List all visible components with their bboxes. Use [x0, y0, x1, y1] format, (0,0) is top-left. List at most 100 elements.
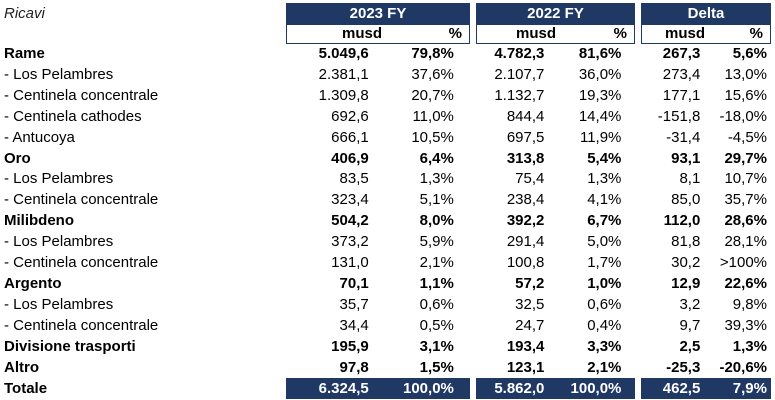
- row-value: 10,5%: [411, 128, 454, 146]
- row-value: 6.324,5: [318, 379, 369, 397]
- row-value: 35,7%: [724, 191, 767, 209]
- row-value: 57,2: [515, 274, 545, 292]
- row-value: 1.132,7: [494, 86, 545, 104]
- row-value: 28,1%: [724, 233, 767, 251]
- row-value: 22,6%: [724, 274, 767, 292]
- row-value: 195,9: [331, 337, 369, 355]
- row-value: 1,0%: [587, 274, 622, 292]
- row-label: - Centinela concentrale: [4, 191, 159, 209]
- row-value: 3,2: [679, 295, 701, 313]
- row-label: Argento: [4, 274, 62, 292]
- row-label: - Centinela concentrale: [4, 316, 159, 334]
- row-value: 1,5%: [419, 358, 454, 376]
- row-value: 0,4%: [587, 316, 622, 334]
- row-value: 3,3%: [587, 337, 622, 355]
- row-label: Rame: [4, 45, 45, 62]
- row-value: 1,7%: [587, 254, 622, 272]
- row-label: - Centinela cathodes: [4, 107, 142, 125]
- row-value: 75,4: [515, 170, 545, 188]
- row-value: 12,9: [671, 274, 701, 292]
- row-value: 97,8: [339, 358, 369, 376]
- row-label: - Centinela concentrale: [4, 254, 159, 272]
- subheader-box-delta: [641, 24, 771, 44]
- row-label: Totale: [4, 379, 48, 397]
- row-value: 5,4%: [587, 149, 622, 167]
- row-value: 36,0%: [578, 65, 622, 83]
- row-value: 4,1%: [587, 191, 622, 209]
- row-value: 93,1: [671, 149, 701, 167]
- row-value: 19,3%: [578, 86, 622, 104]
- row-value: 844,4: [506, 107, 545, 125]
- row-value: 6,7%: [587, 212, 622, 230]
- header-2023: 2023 FY: [286, 3, 470, 24]
- row-value: 1.309,8: [318, 86, 369, 104]
- header-2022: 2022 FY: [476, 3, 635, 24]
- row-value: 1,3%: [732, 337, 767, 355]
- row-value: 5,9%: [419, 233, 454, 251]
- table-row: - Los Pelambres 35,7 0,6% 32,5 0,6% 3,2 9,8%: [0, 295, 775, 316]
- row-value: 291,4: [506, 233, 545, 251]
- row-value: 8,0%: [419, 212, 454, 230]
- row-value: 30,2: [671, 254, 701, 272]
- row-value: 14,4%: [578, 107, 622, 125]
- row-value: 83,5: [339, 170, 369, 188]
- row-value: 15,6%: [724, 86, 767, 104]
- row-value: 112,0: [663, 212, 701, 230]
- row-value: 5,1%: [419, 191, 454, 209]
- row-value: 39,3%: [724, 316, 767, 334]
- table-row: Milibdeno 504,2 8,0% 392,2 6,7% 112,0 28,6%: [0, 211, 775, 232]
- row-value: 9,8%: [732, 295, 767, 313]
- subheader-musd-2023: musd: [341, 25, 382, 42]
- revenue-table: Rame 5.049,6 79,8% 4.782,3 81,6% 267,3 5,6% - …: [0, 44, 775, 399]
- row-value: 13,0%: [724, 65, 767, 83]
- row-value: 2,1%: [587, 358, 622, 376]
- row-value: 462,5: [662, 379, 701, 397]
- row-value: 193,4: [506, 337, 545, 355]
- header-delta: Delta: [641, 3, 771, 24]
- subheader-pct-2022: %: [613, 25, 627, 42]
- table-row: - Antucoya 666,1 10,5% 697,5 11,9% -31,4 -4,5%: [0, 128, 775, 149]
- row-value: 5.862,0: [494, 379, 545, 397]
- row-value: -151,8: [657, 107, 701, 125]
- table-row: - Los Pelambres 83,5 1,3% 75,4 1,3% 8,1 10,7%: [0, 169, 775, 190]
- row-value: 5,0%: [587, 233, 622, 251]
- row-value: -4,5%: [727, 128, 767, 146]
- row-value: 2,1%: [419, 254, 454, 272]
- row-value: 85,0: [671, 191, 701, 209]
- subheader-box-2022: [476, 24, 635, 44]
- row-value: 1,3%: [587, 170, 622, 188]
- row-value: 5,6%: [732, 45, 767, 62]
- row-label: Oro: [4, 149, 31, 167]
- table-row: - Los Pelambres 2.381,1 37,6% 2.107,7 36,0% 2…: [0, 65, 775, 86]
- row-value: 100,8: [506, 254, 545, 272]
- row-value: 2.107,7: [494, 65, 545, 83]
- subheader-musd-2022: musd: [515, 25, 556, 42]
- row-value: 9,7: [679, 316, 701, 334]
- row-value: 5.049,6: [318, 45, 369, 62]
- table-row: - Centinela concentrale 1.309,8 20,7% 1.132…: [0, 86, 775, 107]
- row-value: 123,1: [506, 358, 545, 376]
- row-value: 2.381,1: [318, 65, 369, 83]
- row-value: 666,1: [331, 128, 369, 146]
- row-value: 238,4: [506, 191, 545, 209]
- table-row: Rame 5.049,6 79,8% 4.782,3 81,6% 267,3 5,6%: [0, 44, 775, 65]
- row-value: 32,5: [515, 295, 545, 313]
- row-label: - Centinela concentrale: [4, 86, 159, 104]
- table-row: - Centinela concentrale 131,0 2,1% 100,8 1,7…: [0, 253, 775, 274]
- row-value: -31,4: [666, 128, 701, 146]
- row-value: 81,6%: [578, 45, 622, 62]
- row-value: 70,1: [339, 274, 369, 292]
- subheader-pct-2023: %: [448, 25, 462, 42]
- row-value: 3,1%: [419, 337, 454, 355]
- row-value: 0,5%: [419, 316, 454, 334]
- row-value: 20,7%: [411, 86, 454, 104]
- row-label: - Antucoya: [4, 128, 75, 146]
- row-value: 0,6%: [587, 295, 622, 313]
- row-value: 504,2: [331, 212, 369, 230]
- row-value: 35,7: [339, 295, 369, 313]
- row-value: 28,6%: [724, 212, 767, 230]
- table-row: - Centinela concentrale 34,4 0,5% 24,7 0,4% 9…: [0, 316, 775, 337]
- row-label: Altro: [4, 358, 39, 376]
- row-label: - Los Pelambres: [4, 65, 114, 83]
- total-bg-2022: [476, 378, 635, 399]
